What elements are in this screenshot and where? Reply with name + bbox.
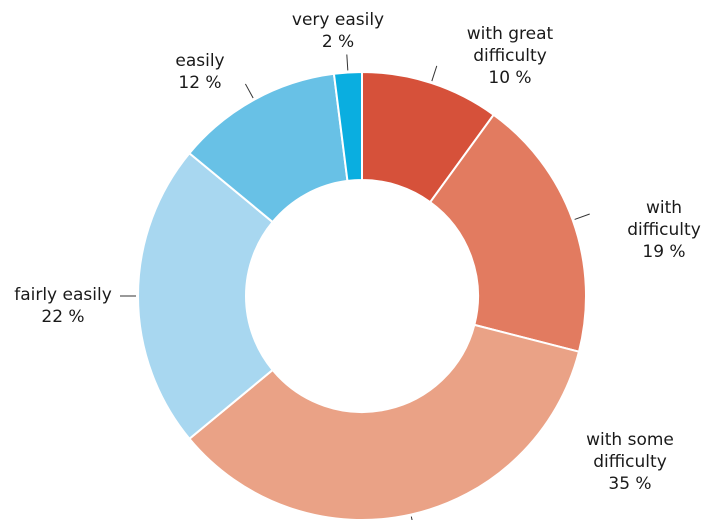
slice <box>187 323 581 520</box>
slice-label: very easily 2 % <box>278 9 398 53</box>
value-label: 12 % <box>178 73 222 93</box>
value-label: 22 % <box>41 307 85 327</box>
leader-line <box>431 65 438 82</box>
value-label: 2 % <box>321 32 355 52</box>
category-label: fairly easily <box>14 285 112 305</box>
value-label: 19 % <box>642 242 686 262</box>
leader-line <box>574 213 590 220</box>
category-label: easily <box>175 51 225 71</box>
category-label: with difficulty <box>627 198 701 240</box>
value-label: 10 % <box>488 68 532 88</box>
slice-label: with great difficulty 10 % <box>435 23 585 89</box>
slice-label: with difficulty 19 % <box>609 197 708 263</box>
category-label: with some difficulty <box>586 430 674 472</box>
slice-label: with some difficulty 35 % <box>555 429 705 495</box>
slice-label: easily 12 % <box>150 50 250 94</box>
slice <box>137 151 275 441</box>
leader-line <box>244 83 254 99</box>
slice-label: fairly easily 22 % <box>0 284 133 328</box>
category-label: with great difficulty <box>466 24 554 66</box>
slice <box>332 70 363 183</box>
category-label: very easily <box>291 10 385 30</box>
leader-line <box>410 516 413 520</box>
slice <box>428 113 587 353</box>
leader-line <box>346 54 349 71</box>
value-label: 35 % <box>608 474 652 494</box>
